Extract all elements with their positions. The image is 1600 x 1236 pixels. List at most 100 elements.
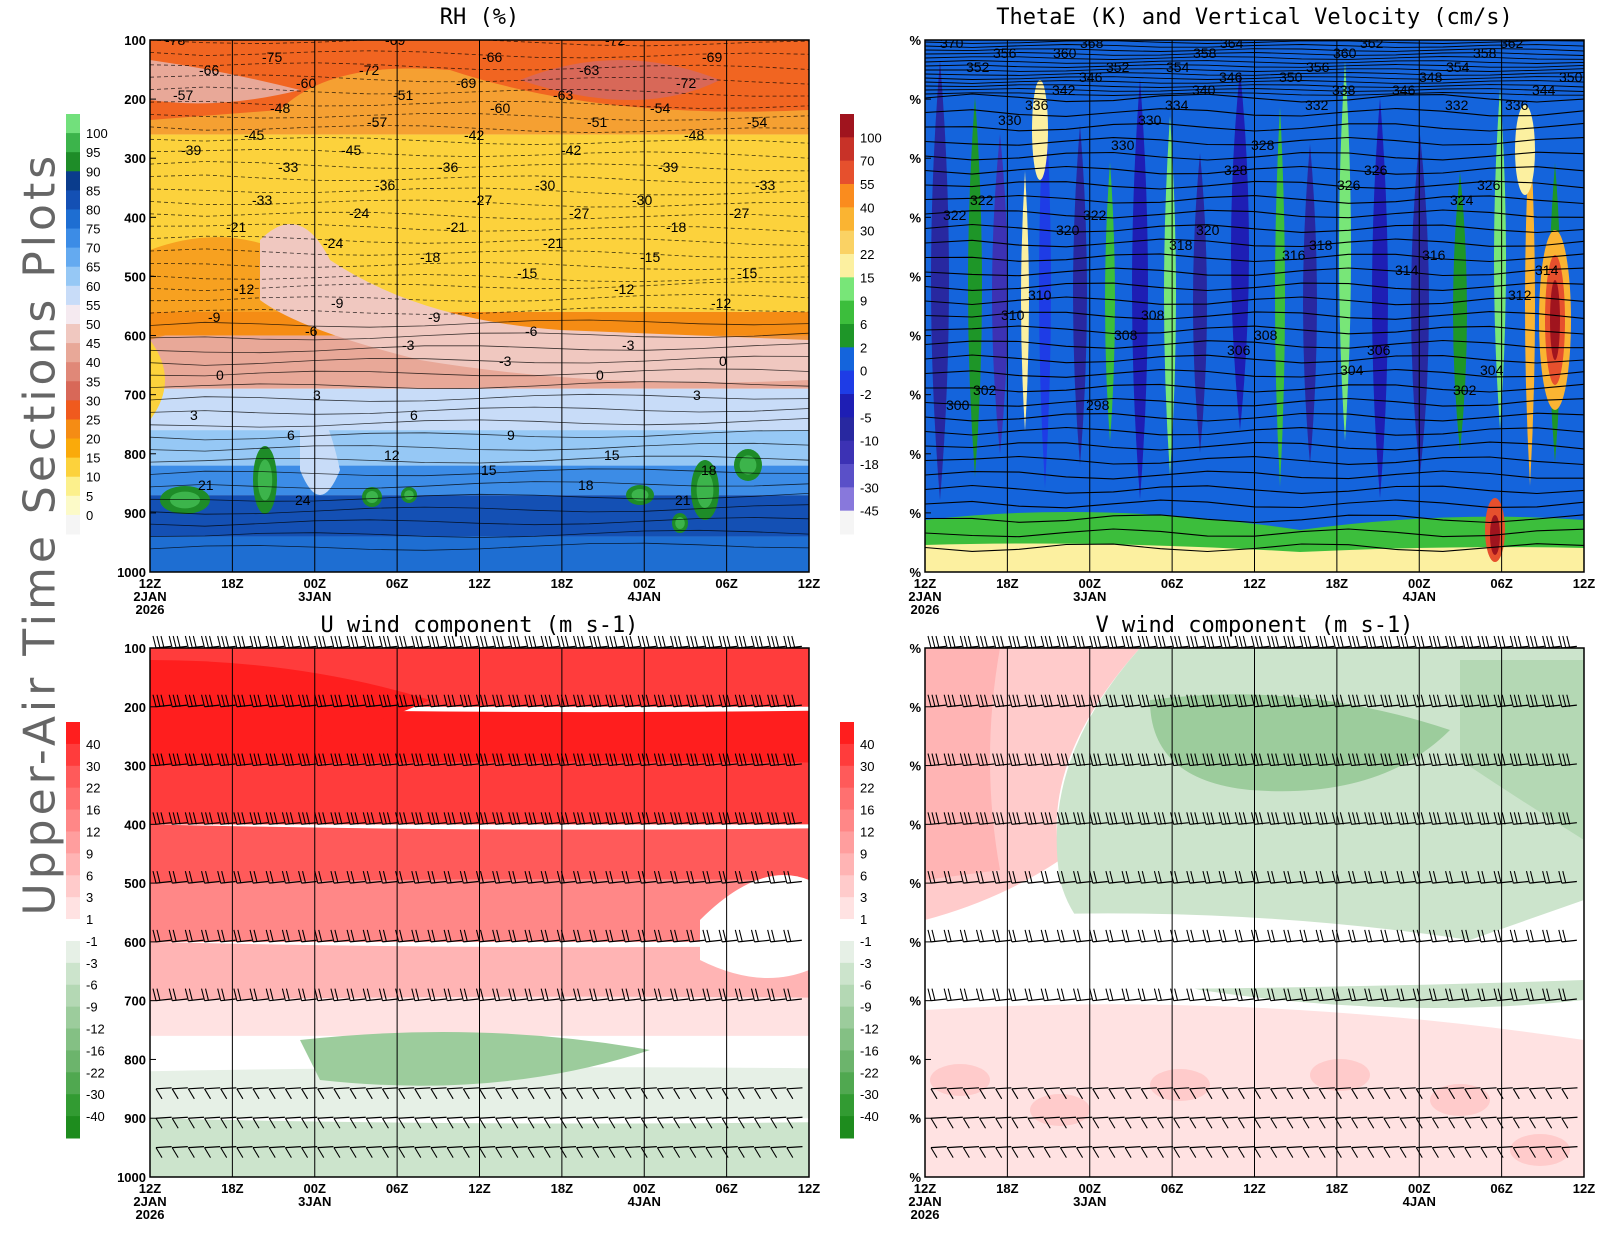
u-barb-flag <box>233 753 238 766</box>
u-barb-flag <box>670 988 675 1001</box>
v-wind-barb <box>927 870 947 884</box>
u-barb-staff <box>333 1116 350 1119</box>
thetae-colorbar-swatch <box>840 394 854 418</box>
v-barb-staff <box>1351 1087 1368 1090</box>
v-wind-barb <box>1073 635 1092 649</box>
u-barb-flag <box>576 1117 584 1129</box>
u-colorbar-label: 40 <box>86 737 100 752</box>
v-barb-flag <box>1461 988 1466 1001</box>
u-barb-staff <box>754 1146 771 1149</box>
v-wind-barb <box>1108 1087 1125 1100</box>
v-wind-barb <box>992 870 1011 884</box>
v-barb-staff <box>1432 998 1448 1002</box>
rh-contour-label: -69 <box>702 49 722 65</box>
v-wind-barb <box>1348 753 1367 767</box>
v-barb-staff <box>1448 1116 1465 1119</box>
u-barb-flag <box>767 929 772 943</box>
u-barb-flag <box>268 1147 276 1158</box>
v-barb-staff <box>1545 998 1561 1002</box>
v-barb-flag <box>947 635 952 649</box>
v-barb-staff <box>1060 880 1076 884</box>
v-barb-flag <box>1174 870 1179 884</box>
u-barb-flag <box>605 753 610 766</box>
u-barb-staff <box>430 939 447 943</box>
v-barb-staff <box>1513 998 1529 1002</box>
u-barb-staff <box>705 998 722 1002</box>
v-barb-flag <box>1097 694 1102 707</box>
v-barb-staff <box>1044 880 1060 884</box>
v-barb-flag <box>1056 870 1061 884</box>
rh-colorbar-swatch <box>66 133 80 153</box>
v-barb-flag <box>1428 988 1433 1001</box>
thetae-date-label: 2JAN <box>908 589 941 604</box>
v-wind-barb <box>1529 1146 1546 1158</box>
u-barb-flag <box>411 812 416 825</box>
v-wind-barb <box>1105 988 1125 1002</box>
v-barb-staff <box>1561 939 1577 943</box>
v-wind-barb <box>1221 1087 1238 1100</box>
v-pressure-tick: % <box>909 1111 921 1126</box>
v-barb-staff <box>1480 880 1497 884</box>
u-barb-staff <box>447 1087 463 1090</box>
u-barb-flag <box>301 1117 309 1129</box>
v-barb-flag <box>1258 635 1264 649</box>
u-barb-flag <box>629 812 634 825</box>
u-barb-flag <box>188 812 193 825</box>
v-barb-flag <box>1174 812 1179 825</box>
v-wind-barb <box>1315 870 1335 884</box>
u-barb-flag <box>589 753 594 766</box>
v-barb-staff <box>1238 1087 1255 1090</box>
v-barb-staff <box>1529 998 1545 1002</box>
v-barb-flag <box>1558 694 1563 707</box>
v-barb-flag <box>1348 635 1353 649</box>
thetae-contour-label: 304 <box>1480 362 1504 378</box>
v-barb-staff <box>1270 880 1286 884</box>
v-barb-staff <box>1028 1146 1044 1149</box>
u-barb-flag <box>625 753 630 766</box>
u-barb-flag <box>431 694 436 707</box>
u-wind-barb <box>670 635 689 649</box>
v-wind-barb <box>1396 753 1416 767</box>
v-barb-flag <box>1040 812 1045 825</box>
v-barb-flag <box>1513 929 1518 943</box>
v-wind-barb <box>1186 929 1205 943</box>
v-barb-flag <box>1077 635 1082 649</box>
u-barb-flag <box>564 694 569 707</box>
u-wind-barb <box>783 988 802 1002</box>
u-barb-staff <box>463 998 479 1002</box>
v-barb-flag <box>1461 870 1466 884</box>
v-barb-flag <box>1368 988 1373 1001</box>
thetae-pressure-tick: % <box>909 269 921 284</box>
v-barb-flag <box>1497 694 1502 707</box>
u-barb-flag <box>281 870 286 884</box>
v-wind-barb <box>1153 694 1173 708</box>
u-barb-flag <box>451 753 456 766</box>
rh-colorbar-swatch <box>66 343 80 363</box>
u-wind-barb <box>268 1116 285 1129</box>
v-barb-staff <box>1561 880 1577 884</box>
rh-frame <box>149 39 810 573</box>
v-barb-flag <box>1186 694 1191 707</box>
rh-colorbar-swatch <box>66 419 80 440</box>
v-barb-staff <box>1529 1116 1546 1119</box>
v-barb-flag <box>1012 753 1017 766</box>
v-wind-barb <box>1493 694 1513 708</box>
u-colorbar-label: 3 <box>86 890 93 905</box>
v-wind-barb <box>1205 1146 1222 1158</box>
v-colorbar-swatch <box>840 765 854 789</box>
v-barb-staff <box>1189 1116 1206 1119</box>
thetae-contour-label: 320 <box>1196 222 1220 238</box>
u-wind-barb <box>770 1146 787 1158</box>
v-colorbar-swatch <box>840 919 854 942</box>
v-barb-flag <box>1156 1147 1164 1158</box>
v-wind-barb <box>943 929 963 943</box>
v-barb-flag <box>931 988 936 1001</box>
v-barb-flag <box>1056 753 1061 766</box>
v-barb-flag <box>1218 694 1223 707</box>
u-barb-flag <box>581 812 586 825</box>
v-barb-staff <box>1027 880 1044 884</box>
v-barb-flag <box>1558 753 1563 766</box>
u-barb-flag <box>349 1147 357 1158</box>
v-barb-staff <box>1044 998 1060 1002</box>
